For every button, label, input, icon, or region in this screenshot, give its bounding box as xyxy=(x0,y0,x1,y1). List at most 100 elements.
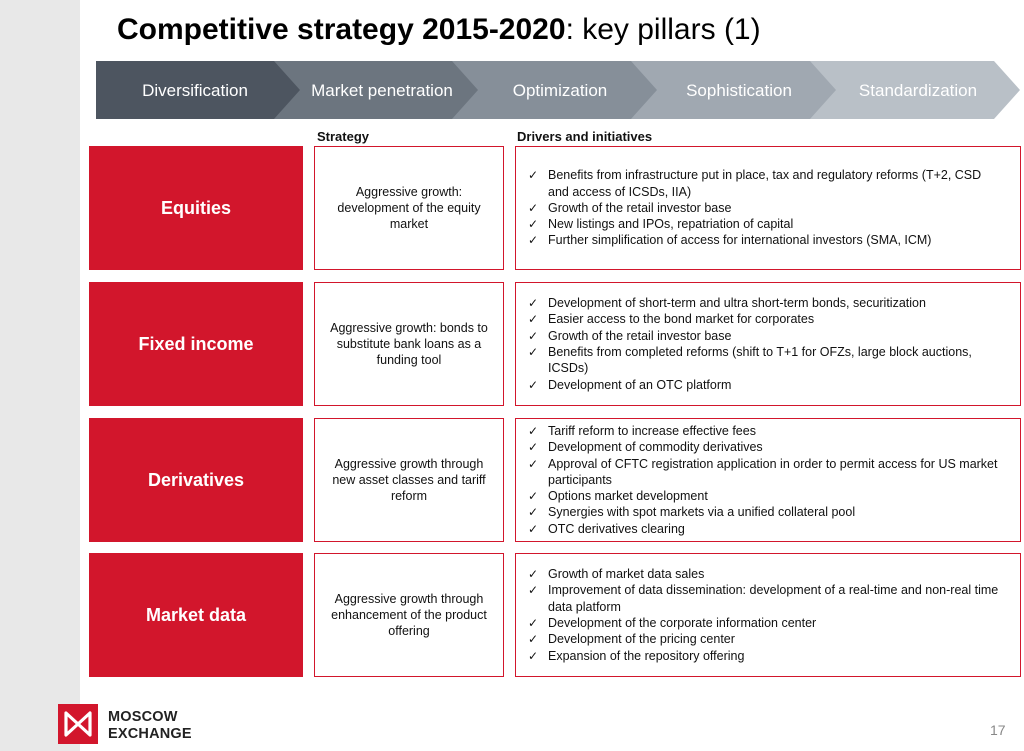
driver-item: ✓ Development of short-term and ultra sho… xyxy=(526,295,1004,311)
strategy-cell-fixed-income: Aggressive growth: bonds to substitute b… xyxy=(314,282,504,406)
driver-text: OTC derivatives clearing xyxy=(548,521,685,536)
driver-text: Benefits from infrastructure put in plac… xyxy=(548,168,982,199)
logo-line-2: EXCHANGE xyxy=(108,726,192,742)
driver-text: Synergies with spot markets via a unifie… xyxy=(548,505,856,520)
drivers-header: Drivers and initiatives xyxy=(517,129,653,144)
strategy-text: Aggressive growth: development of the eq… xyxy=(337,185,481,231)
moscow-exchange-logo-icon xyxy=(58,704,98,744)
driver-text: Further simplification of access for int… xyxy=(548,233,932,248)
row-label-derivatives: Derivatives xyxy=(89,418,303,542)
driver-item: ✓ Approval of CFTC registration applicati… xyxy=(526,456,1004,489)
driver-item: ✓ Development of an OTC platform xyxy=(526,377,1004,393)
chevron-label: Optimization xyxy=(512,80,608,100)
strategy-text: Aggressive growth through enhancement of… xyxy=(331,592,487,638)
strategy-cell-equities: Aggressive growth: development of the eq… xyxy=(314,146,504,270)
row-label-fixed-income: Fixed income xyxy=(89,282,303,406)
driver-item: ✓ Options market development xyxy=(526,488,1004,504)
driver-text: Expansion of the repository offering xyxy=(548,648,745,663)
drivers-list: ✓ Growth of market data sales ✓ Improvemen… xyxy=(526,566,1004,664)
check-icon: ✓ xyxy=(528,616,539,630)
chevron-optimization: Optimization xyxy=(452,61,662,119)
check-icon: ✓ xyxy=(528,217,539,232)
check-icon: ✓ xyxy=(528,440,539,455)
chevron-label: Sophistication xyxy=(686,80,792,100)
driver-item: ✓ Development of the pricing center xyxy=(526,631,1004,647)
driver-item: ✓ Development of the corporate informatio… xyxy=(526,615,1004,631)
driver-text: Options market development xyxy=(548,489,708,504)
chevron-sophistication: Sophistication xyxy=(631,61,841,119)
check-icon: ✓ xyxy=(528,583,539,598)
drivers-cell-derivatives: ✓ Tariff reform to increase effective fee… xyxy=(515,418,1021,542)
drivers-cell-equities: ✓ Benefits from infrastructure put in pla… xyxy=(515,146,1021,270)
drivers-list: ✓ Tariff reform to increase effective fee… xyxy=(526,423,1004,537)
check-icon: ✓ xyxy=(528,632,539,647)
drivers-cell-market-data: ✓ Growth of market data sales ✓ Improvemen… xyxy=(515,553,1021,677)
driver-item: ✓ Easier access to the bond market for co… xyxy=(526,311,1004,327)
check-icon: ✓ xyxy=(528,296,539,311)
driver-item: ✓ Development of commodity derivatives xyxy=(526,439,1004,455)
drivers-list: ✓ Development of short-term and ultra sho… xyxy=(526,295,1004,393)
row-label-equities: Equities xyxy=(89,146,303,270)
strategy-cell-derivatives: Aggressive growth through new asset clas… xyxy=(314,418,504,542)
slide-title: Competitive strategy 2015-2020: key pill… xyxy=(117,10,761,50)
logo-wordmark: MOSCOW EXCHANGE xyxy=(108,709,192,743)
chevron-label: Standardization xyxy=(858,80,978,100)
strategy-cell-market-data: Aggressive growth through enhancement of… xyxy=(314,553,504,677)
check-icon: ✓ xyxy=(528,567,539,582)
strategy-text: Aggressive growth: bonds to substitute b… xyxy=(330,321,488,367)
strategy-text: Aggressive growth through new asset clas… xyxy=(332,457,486,503)
driver-item: ✓ Benefits from infrastructure put in pla… xyxy=(526,167,1004,200)
check-icon: ✓ xyxy=(528,377,539,392)
driver-text: Development of short-term and ultra shor… xyxy=(548,296,926,311)
chevron-market-penetration: Market penetration xyxy=(274,61,484,119)
title-rest: : key pillars (1) xyxy=(565,13,761,46)
driver-item: ✓ Growth of market data sales xyxy=(526,566,1004,582)
driver-text: Benefits from completed reforms (shift t… xyxy=(548,345,972,376)
check-icon: ✓ xyxy=(528,521,539,536)
check-icon: ✓ xyxy=(528,456,539,471)
driver-text: Growth of market data sales xyxy=(548,567,705,582)
check-icon: ✓ xyxy=(528,423,539,438)
driver-text: Approval of CFTC registration applicatio… xyxy=(548,456,998,487)
check-icon: ✓ xyxy=(528,505,539,520)
driver-item: ✓ New listings and IPOs, repatriation of … xyxy=(526,216,1004,232)
check-icon: ✓ xyxy=(528,648,539,663)
row-label-market-data: Market data xyxy=(89,553,303,677)
driver-item: ✓ Benefits from completed reforms (shift … xyxy=(526,344,1004,377)
chevron-diversification: Diversification xyxy=(96,61,306,119)
driver-text: Improvement of data dissemination: devel… xyxy=(548,583,999,614)
chevron-standardization: Standardization xyxy=(810,61,1020,119)
check-icon: ✓ xyxy=(528,312,539,327)
check-icon: ✓ xyxy=(528,200,539,215)
logo-line-1: MOSCOW xyxy=(108,709,178,725)
driver-text: Growth of the retail investor base xyxy=(548,328,732,343)
check-icon: ✓ xyxy=(528,168,539,183)
drivers-list: ✓ Benefits from infrastructure put in pla… xyxy=(526,167,1004,248)
driver-item: ✓ Further simplification of access for in… xyxy=(526,232,1004,248)
check-icon: ✓ xyxy=(528,345,539,359)
left-margin-bar xyxy=(0,0,80,751)
driver-item: ✓ Tariff reform to increase effective fee… xyxy=(526,423,1004,439)
driver-item: ✓ Improvement of data dissemination: deve… xyxy=(526,582,1004,615)
driver-text: Development of commodity derivatives xyxy=(548,440,763,455)
driver-item: ✓ OTC derivatives clearing xyxy=(526,521,1004,537)
check-icon: ✓ xyxy=(528,328,539,343)
driver-item: ✓ Growth of the retail investor base xyxy=(526,328,1004,344)
driver-text: Tariff reform to increase effective fees xyxy=(548,423,756,438)
driver-text: Development of the corporate information… xyxy=(548,616,817,630)
check-icon: ✓ xyxy=(528,489,539,504)
driver-item: ✓ Growth of the retail investor base xyxy=(526,200,1004,216)
driver-item: ✓ Expansion of the repository offering xyxy=(526,648,1004,664)
driver-item: ✓ Synergies with spot markets via a unifi… xyxy=(526,504,1004,520)
page-number: 17 xyxy=(990,722,1006,738)
driver-text: Development of the pricing center xyxy=(548,632,735,647)
driver-text: Development of an OTC platform xyxy=(548,377,732,392)
chevron-label: Market penetration xyxy=(311,80,453,100)
drivers-cell-fixed-income: ✓ Development of short-term and ultra sho… xyxy=(515,282,1021,406)
driver-text: Easier access to the bond market for cor… xyxy=(548,312,815,327)
chevron-label: Diversification xyxy=(142,80,248,100)
driver-text: New listings and IPOs, repatriation of c… xyxy=(548,217,794,232)
title-bold: Competitive strategy 2015-2020 xyxy=(117,13,566,46)
check-icon: ✓ xyxy=(528,233,539,248)
driver-text: Growth of the retail investor base xyxy=(548,200,732,215)
